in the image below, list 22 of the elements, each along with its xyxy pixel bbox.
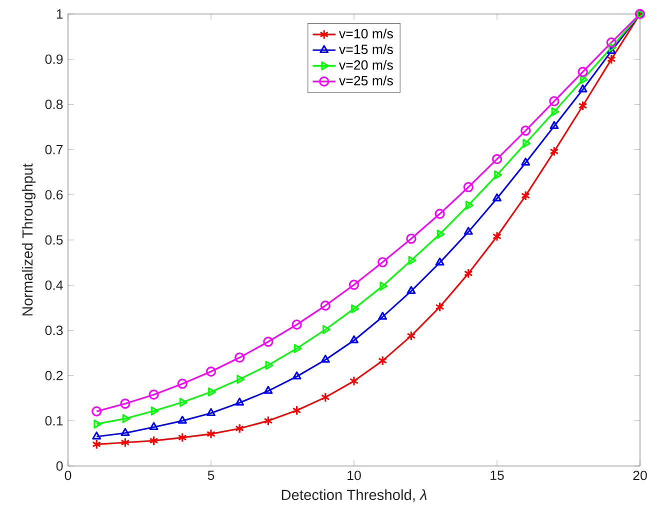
x-tick-label: 10 [348,470,361,480]
x-tick-label: 15 [490,470,504,480]
y-tick-label: 0.3 [45,326,63,336]
y-tick-label: 0.1 [45,416,63,426]
y-tick-label: 0.5 [45,235,63,245]
legend-label: v=10 m/s [338,28,393,38]
y-axis-title: Normalized Throughput [22,164,36,316]
y-tick-label: 0.6 [45,190,63,200]
y-tick-label: 0.8 [45,100,63,110]
y-tick-label: 0.2 [45,370,63,380]
x-tick-label: 5 [208,470,214,480]
y-tick-label: 0.7 [45,144,63,154]
legend-label: v=25 m/s [338,76,393,86]
y-tick-label: 0.9 [45,54,63,64]
x-axis-title: Detection Threshold, λ [282,489,427,502]
legend-label: v=15 m/s [338,44,393,54]
legend-label: v=20 m/s [338,60,393,70]
x-tick-label: 20 [633,470,647,480]
x-tick-label: 0 [64,470,72,480]
y-tick-label: 0 [56,461,63,471]
y-tick-label: 1 [56,9,63,19]
y-tick-label: 0.4 [45,280,63,290]
